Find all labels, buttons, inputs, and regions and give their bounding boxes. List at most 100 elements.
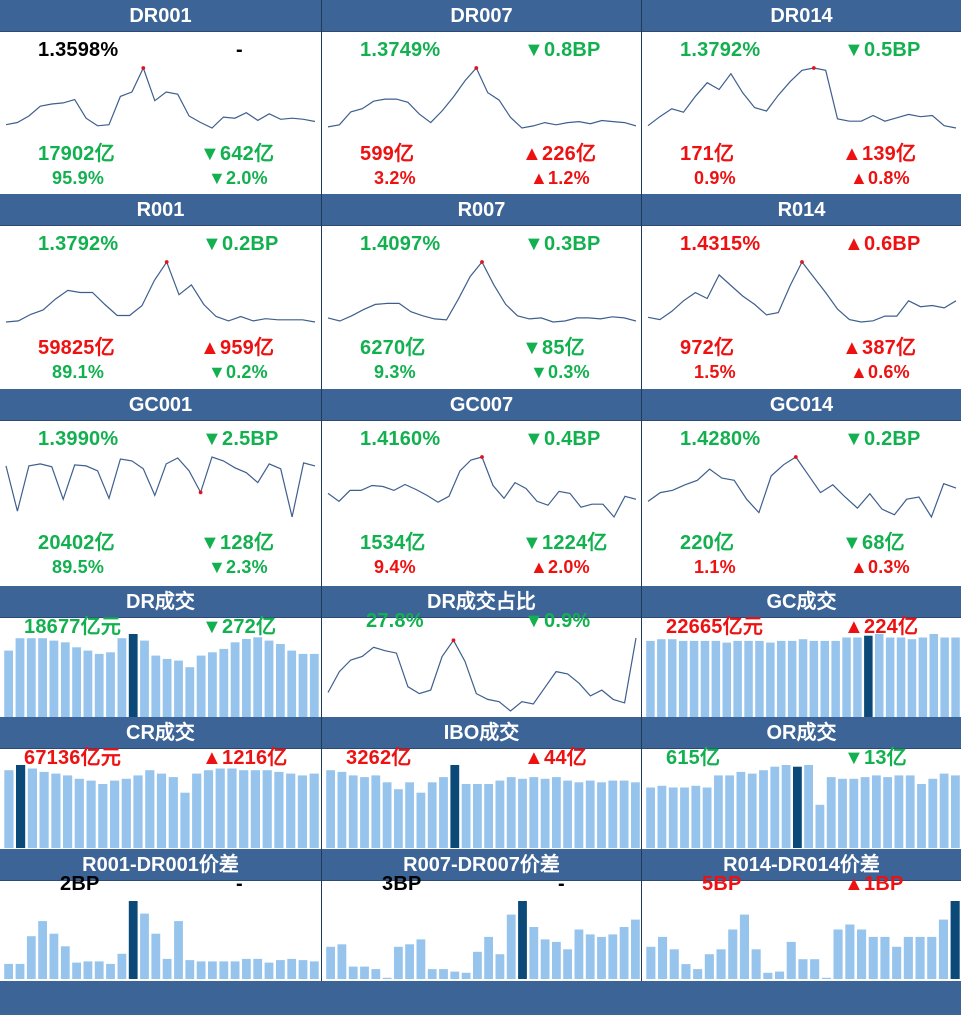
bar — [450, 971, 460, 979]
tile-value-v4: ▲226亿 — [522, 143, 597, 165]
sparkline-series — [327, 456, 637, 519]
bar — [540, 939, 550, 979]
bar — [371, 969, 381, 979]
bar — [117, 638, 127, 717]
bar — [842, 637, 851, 717]
tile-value-v6: ▲0.3% — [850, 557, 910, 577]
tile-value-v2: - — [236, 873, 243, 895]
bar — [678, 640, 688, 717]
bar-highlight — [864, 635, 873, 717]
bar — [781, 765, 791, 848]
bar — [907, 639, 917, 717]
tile-value-v2: ▼0.9% — [524, 610, 591, 632]
bar — [928, 778, 938, 848]
bar — [94, 961, 104, 979]
tile-title: DR成交 — [0, 586, 321, 618]
tile-title: R001 — [0, 194, 321, 226]
bar — [151, 655, 161, 717]
bar — [427, 782, 437, 848]
tile-value-v6: ▲0.8% — [850, 168, 910, 188]
bar — [849, 778, 859, 848]
bar — [552, 777, 561, 848]
bar — [140, 913, 149, 979]
tile-value-v1: 18677亿元 — [24, 616, 122, 638]
tile-value-v1: 1.4160% — [360, 428, 441, 450]
bar — [619, 927, 629, 979]
sparkline-series — [327, 66, 637, 129]
footer-bar — [0, 981, 961, 1015]
bar — [405, 944, 414, 979]
bar — [98, 784, 108, 848]
bar — [787, 640, 797, 717]
bar — [646, 946, 656, 979]
bar-highlight — [128, 634, 138, 717]
bar — [239, 770, 249, 848]
tile-value-v2: ▼0.8BP — [524, 39, 601, 61]
bar — [180, 792, 190, 848]
bar — [868, 936, 878, 979]
bar — [608, 934, 618, 979]
tile-title: IBO成交 — [322, 717, 641, 749]
bar — [646, 640, 655, 717]
tile-value-v5: 9.4% — [374, 557, 416, 577]
bar — [915, 936, 925, 979]
bar — [242, 639, 251, 717]
bar — [885, 637, 895, 717]
bar — [174, 660, 183, 717]
bar — [287, 958, 297, 979]
bar — [63, 775, 73, 848]
tile-value-v1: 1.3749% — [360, 39, 441, 61]
bar — [185, 667, 195, 717]
bar — [94, 653, 104, 717]
bar — [831, 640, 840, 717]
tile-title: DR001 — [0, 0, 321, 32]
bar — [49, 933, 59, 979]
bar — [529, 777, 539, 848]
bar — [929, 634, 938, 717]
bar — [680, 787, 689, 848]
tile-dr--9: DR成交 18677亿元 ▼272亿 — [0, 586, 321, 717]
bar — [751, 949, 761, 979]
bar — [371, 775, 381, 848]
bar — [51, 773, 61, 848]
tile-value-v2: ▲44亿 — [524, 747, 587, 769]
bar-chart — [646, 901, 960, 979]
tile-value-v2: ▲1216亿 — [202, 747, 288, 769]
bar — [473, 784, 482, 848]
tile-value-v6: ▲0.6% — [850, 362, 910, 382]
tile-value-v2: ▼0.5BP — [844, 39, 921, 61]
bar — [326, 946, 335, 979]
sparkline-chart — [5, 260, 316, 323]
bar — [168, 777, 178, 848]
bar-highlight — [16, 765, 26, 848]
bar — [798, 959, 808, 979]
bar — [597, 782, 606, 848]
bar — [700, 640, 710, 717]
tile-dr014: DR014 1.3792% ▼0.5BP 171亿 ▲139亿 0.9% ▲0.8% — [641, 0, 961, 194]
bar — [382, 977, 392, 979]
tile-r014-dr014--17: R014-DR014价差 5BP ▲1BP — [641, 849, 961, 981]
tile-value-v2: ▼13亿 — [844, 747, 907, 769]
bar — [763, 972, 773, 979]
bar — [4, 963, 13, 979]
tile-ibo--13: IBO成交 3262亿 ▲44亿 — [321, 717, 641, 849]
tile-value-v3: 17902亿 — [38, 143, 115, 165]
tile-value-v1: 1.3598% — [38, 39, 119, 61]
tile-value-v1: 22665亿元 — [666, 616, 764, 638]
bar — [360, 966, 369, 979]
tile-r001-dr001--15: R001-DR001价差 2BP - — [0, 849, 321, 981]
tile-value-v2: ▲1BP — [844, 873, 904, 895]
bar — [348, 775, 358, 848]
bar — [691, 785, 701, 848]
bar — [574, 782, 584, 848]
bar — [716, 949, 726, 979]
tile-dr--10: DR成交占比 27.8% ▼0.9% — [321, 586, 641, 717]
bar — [495, 954, 505, 979]
bar — [786, 941, 796, 979]
bar — [951, 637, 960, 717]
bar — [219, 648, 229, 717]
tile-value-v3: 171亿 — [680, 143, 735, 165]
bar-chart — [4, 901, 319, 979]
bar-chart — [4, 765, 319, 848]
bar — [669, 949, 679, 979]
